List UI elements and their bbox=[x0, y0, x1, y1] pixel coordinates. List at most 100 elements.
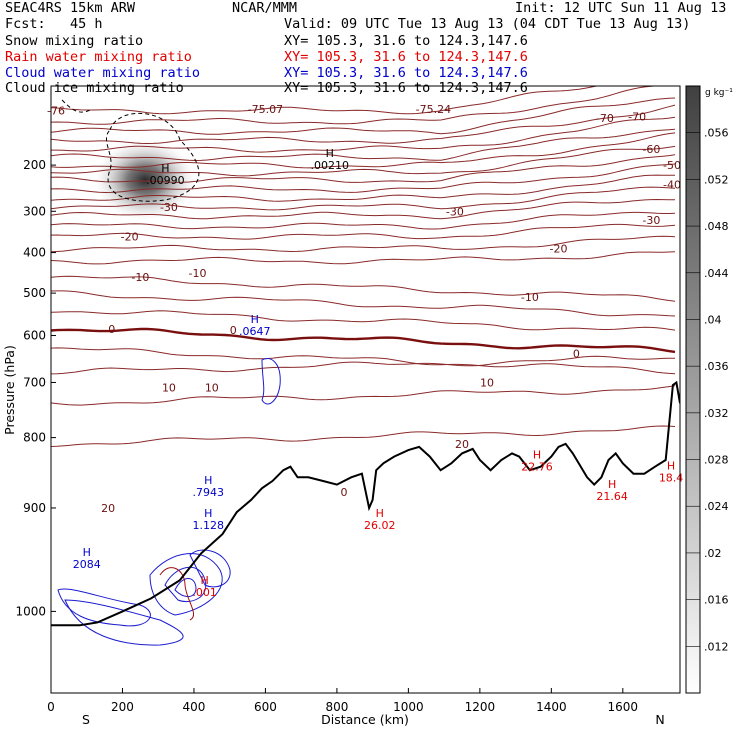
maximum-value: .00990 bbox=[146, 174, 185, 187]
isotherm-line bbox=[51, 116, 676, 153]
isotherm-label: -40 bbox=[663, 179, 681, 192]
snow-contour bbox=[105, 112, 200, 202]
isotherm-label: -70 bbox=[628, 110, 646, 123]
maximum-value: .001 bbox=[192, 586, 217, 599]
y-tick-label: 300 bbox=[23, 204, 46, 218]
forecast-hour: Fcst: 45 h bbox=[5, 16, 103, 32]
ice-contour bbox=[61, 99, 91, 113]
isotherm-label: -76 bbox=[47, 105, 65, 118]
y-tick-label: 1000 bbox=[15, 604, 46, 618]
isotherm-line bbox=[51, 186, 676, 211]
maximum-marker: H bbox=[251, 313, 259, 326]
colorbar-tick-label: .012 bbox=[704, 640, 729, 653]
isotherm-label: 0 bbox=[108, 323, 115, 336]
y-tick-label: 500 bbox=[23, 286, 46, 300]
colorbar-tick-label: .032 bbox=[704, 407, 729, 420]
isotherm-line bbox=[51, 275, 676, 302]
isotherm-line bbox=[51, 104, 676, 145]
isotherm-label: -30 bbox=[160, 201, 178, 214]
isotherm-line bbox=[51, 97, 676, 135]
rain-contour bbox=[159, 567, 195, 621]
isotherm-line bbox=[51, 385, 676, 406]
isotherm-label: -30 bbox=[642, 214, 660, 227]
x-tick-label: 1000 bbox=[393, 700, 424, 714]
maximum-value: 26.02 bbox=[364, 519, 396, 532]
isotherm-line bbox=[51, 347, 676, 375]
maximum-marker: H bbox=[83, 546, 91, 559]
isotherm-label: -75.07 bbox=[248, 103, 283, 116]
isotherm-line bbox=[51, 211, 676, 230]
y-tick-label: 800 bbox=[23, 431, 46, 445]
isotherm-line bbox=[51, 132, 676, 169]
colorbar-tick-label: .02 bbox=[704, 547, 722, 560]
x-tick-label: 800 bbox=[325, 700, 348, 714]
cloud-water-contour bbox=[189, 549, 231, 588]
isotherm-line bbox=[51, 327, 676, 354]
colorbar-tick-label: .016 bbox=[704, 594, 729, 607]
colorbar-tick-label: .044 bbox=[704, 267, 729, 280]
y-tick-label: 600 bbox=[23, 329, 46, 343]
colorbar-tick-label: .052 bbox=[704, 173, 729, 186]
isotherm-label: 0 bbox=[341, 486, 348, 499]
maximum-marker: H bbox=[161, 162, 169, 175]
legend-xy-cloud-water: XY= 105.3, 31.6 to 124.3,147.6 bbox=[284, 65, 528, 81]
plot-frame bbox=[50, 85, 681, 694]
legend-xy-rain: XY= 105.3, 31.6 to 124.3,147.6 bbox=[284, 49, 528, 65]
isotherm-label: 10 bbox=[205, 382, 219, 395]
isotherm-label: 10 bbox=[162, 382, 176, 395]
org-label: NCAR/MMM bbox=[232, 0, 298, 16]
isotherm-line bbox=[51, 425, 676, 447]
terrain-line bbox=[51, 380, 680, 627]
model-title: SEAC4RS 15km ARW bbox=[5, 0, 136, 16]
colorbar-tick-label: .048 bbox=[704, 220, 729, 233]
colorbar-tick-label: .028 bbox=[704, 454, 729, 467]
maximum-value: 2084 bbox=[73, 558, 101, 571]
isotherm-line bbox=[51, 163, 676, 194]
maximum-marker: H bbox=[667, 459, 675, 472]
isotherm-label: -10 bbox=[521, 291, 539, 304]
cloud-water-contour bbox=[174, 578, 197, 597]
y-tick-label: 700 bbox=[23, 375, 46, 389]
isotherm-line bbox=[51, 198, 676, 220]
maximum-marker: H bbox=[608, 478, 616, 491]
isotherm-label: -20 bbox=[121, 230, 139, 243]
maximum-value: 1.128 bbox=[193, 519, 225, 532]
isotherm-line bbox=[51, 223, 676, 240]
maximum-marker: H bbox=[533, 449, 541, 462]
legend-xy-snow: XY= 105.3, 31.6 to 124.3,147.6 bbox=[284, 33, 528, 49]
isotherm-line bbox=[51, 145, 676, 177]
colorbar-tick-label: .056 bbox=[704, 127, 729, 140]
legend-label-cloud-water: Cloud water mixing ratio bbox=[5, 65, 201, 81]
isotherm-label: -60 bbox=[642, 143, 660, 156]
x-tick-label: 200 bbox=[111, 700, 134, 714]
isotherm-label: 10 bbox=[480, 376, 494, 389]
x-tick-label: 1600 bbox=[608, 700, 639, 714]
isotherm-line bbox=[51, 174, 675, 202]
init-time: Init: 12 UTC Sun 11 Aug 13 bbox=[515, 0, 727, 16]
isotherm-line bbox=[51, 310, 676, 331]
isotherm-line bbox=[51, 251, 676, 265]
isotherm-label: -10 bbox=[131, 271, 149, 284]
legend-xy-cloud-ice: XY= 105.3, 31.6 to 124.3,147.6 bbox=[284, 80, 528, 96]
isotherm-label: 20 bbox=[455, 438, 469, 451]
isotherm-label: -20 bbox=[550, 243, 568, 256]
maximum-value: 21.64 bbox=[596, 490, 628, 503]
isotherm-label: -10 bbox=[189, 267, 207, 280]
isotherm-label: -70 bbox=[596, 112, 614, 125]
isotherm-label: -75.24 bbox=[416, 103, 451, 116]
maximum-marker: H bbox=[326, 147, 334, 160]
maximum-marker: H bbox=[204, 474, 212, 487]
maximum-marker: H bbox=[376, 507, 384, 520]
x-axis-label: Distance (km) bbox=[321, 712, 409, 727]
y-axis-label: Pressure (hPa) bbox=[2, 345, 17, 435]
isotherm-label: 0 bbox=[573, 348, 580, 361]
isotherm-line bbox=[51, 154, 676, 183]
maximum-value: 18.4 bbox=[659, 471, 684, 484]
legend-label-snow: Snow mixing ratio bbox=[5, 33, 144, 49]
isotherm-line bbox=[51, 235, 676, 253]
maximum-marker: H bbox=[201, 574, 209, 587]
cloud-water-contour bbox=[57, 588, 151, 627]
isotherm-label: 20 bbox=[101, 502, 115, 515]
valid-time: Valid: 09 UTC Tue 13 Aug 13 (04 CDT Tue … bbox=[284, 16, 691, 32]
